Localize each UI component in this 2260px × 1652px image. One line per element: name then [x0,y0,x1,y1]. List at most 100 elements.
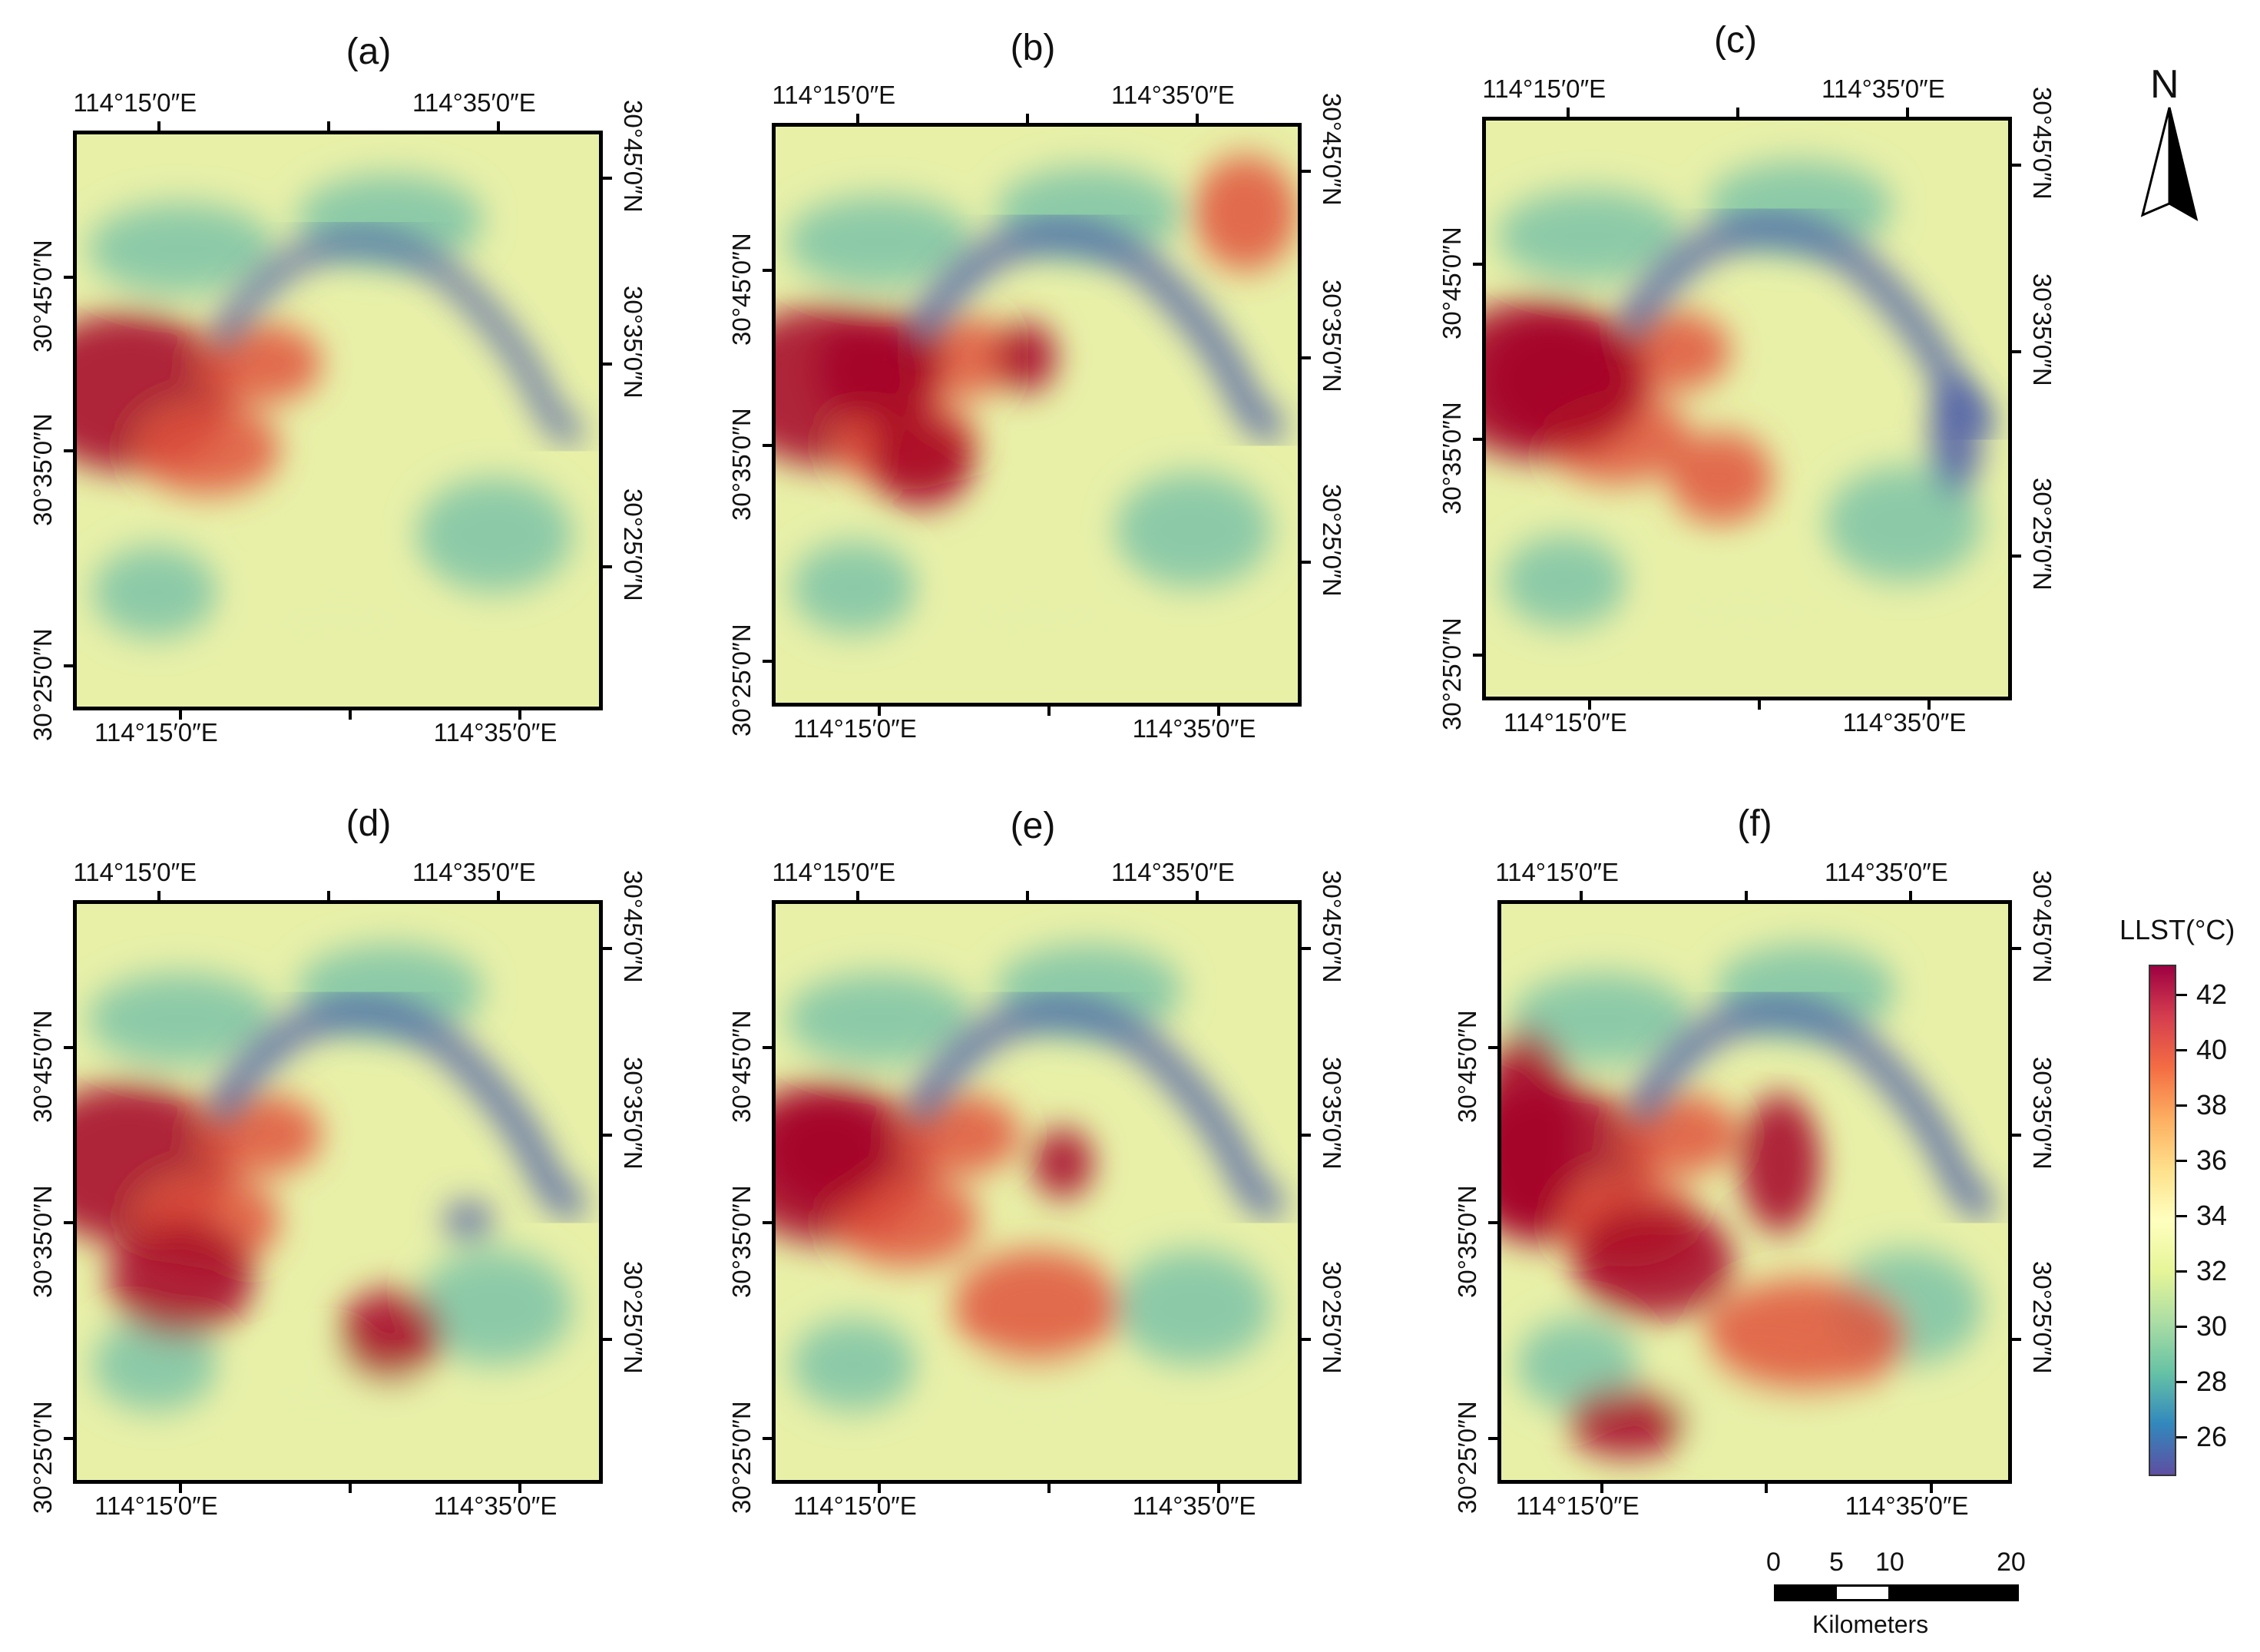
lon-label-bottom-1: 114°15′0″E [94,1491,218,1520]
lat-label-left-1: 30°45′0″N [28,1010,57,1123]
tick-right-2 [1302,1338,1311,1341]
lat-label-right-2: 30°35′0″N [619,1057,647,1170]
heat-patch-cool [1496,190,1685,282]
river-channel [212,230,584,444]
legend-tick-mark [2176,1160,2187,1162]
tick-right-0 [1302,169,1311,173]
heat-patch-cool [1115,1250,1272,1365]
lon-label-bottom-1: 114°15′0″E [793,1491,917,1520]
heat-patch-warm [953,1250,1120,1365]
heat-patch-cool [416,478,573,592]
llst-map-f [1497,900,2012,1484]
river-channel [1630,997,1996,1218]
llst-raster-b [776,127,1298,703]
lon-label-top-2: 114°35′0″E [1822,74,1945,103]
heat-patch-hot [1031,1128,1094,1198]
heat-patch-cool [1516,1319,1639,1411]
scale-bar: 0 5 10 20 Kilometers [1766,1548,2043,1647]
lat-label-right-3: 30°25′0″N [619,1261,647,1374]
lat-label-left-3: 30°25′0″N [727,1401,756,1515]
lon-label-bottom-1: 114°15′0″E [94,718,218,747]
llst-map-e [772,900,1302,1484]
legend-tick-36: 36 [2196,1144,2228,1176]
panel-label-d: (d) [346,803,392,844]
heat-patch-warm [1704,1278,1907,1394]
north-arrow: N [2127,61,2212,223]
legend-tick-32: 32 [2196,1255,2228,1286]
tick-left-0 [1488,1046,1497,1049]
lat-label-right-1: 30°45′0″N [2028,869,2057,983]
tick-bottom-0 [1588,700,1591,710]
river-channel [908,997,1285,1218]
heat-patch-hot [1572,1203,1735,1319]
heat-patch-cool [92,546,218,638]
lon-label-top-2: 114°35′0″E [1111,858,1235,886]
legend-tick-28: 28 [2196,1366,2228,1397]
tick-left-1 [763,444,772,447]
lon-label-top-1: 114°15′0″E [73,88,197,117]
heat-patch-hot [1567,1388,1689,1457]
heat-patch-hot [994,323,1058,392]
tick-left-1 [763,1221,772,1224]
lon-label-bottom-1: 114°15′0″E [1516,1491,1640,1520]
tick-right-1 [1302,356,1311,359]
tick-right-1 [2012,350,2021,353]
llst-map-b [772,123,1302,707]
tick-left-2 [1473,654,1482,657]
legend-tick-mark [2176,1381,2187,1383]
legend-tick-26: 26 [2196,1421,2228,1452]
heat-patch-hot [869,415,974,507]
lat-label-left-3: 30°25′0″N [28,1401,57,1515]
tick-left-0 [763,1046,772,1049]
legend-tick-42: 42 [2196,978,2228,1010]
tick-top-2 [1909,891,1912,900]
legend-tick-mark [2176,1436,2187,1438]
tick-right-0 [603,177,612,180]
tick-top-0 [1580,891,1583,900]
lon-label-bottom-2: 114°35′0″E [1132,714,1256,743]
tick-top-2 [497,121,500,131]
lat-label-right-2: 30°35′0″N [2028,273,2057,386]
heat-patch-hot [1739,1094,1821,1233]
lon-label-top-2: 114°35′0″E [1825,858,1948,886]
tick-bottom-0 [878,707,881,716]
tick-bottom-2 [1216,707,1220,716]
heat-patch-cool [791,1319,917,1411]
llst-raster-d [77,904,599,1480]
lon-label-bottom-1: 114°15′0″E [793,714,917,743]
lat-label-right-3: 30°25′0″N [1318,484,1346,597]
river-channel [1619,214,1995,435]
tick-right-2 [1302,561,1311,564]
tick-top-0 [856,114,860,123]
lat-label-right-1: 30°45′0″N [2028,86,2057,200]
llst-raster-a [77,134,599,707]
lon-label-bottom-2: 114°35′0″E [1132,1491,1256,1520]
tick-top-0 [1567,108,1570,117]
legend-tick-38: 38 [2196,1089,2228,1121]
river-channel [210,997,586,1218]
scale-tick-20: 20 [1997,1548,2026,1577]
heat-patch-cool [1511,973,1694,1065]
lat-label-right-2: 30°35′0″N [1318,280,1346,392]
llst-map-c [1482,117,2012,700]
heat-patch-hot [338,1289,442,1382]
tick-top-1 [327,121,331,131]
tick-bottom-2 [518,1484,521,1493]
legend-tick-mark [2176,1215,2187,1217]
lon-label-bottom-2: 114°35′0″E [433,1491,558,1520]
tick-left-1 [1473,438,1482,441]
lon-label-top-1: 114°15′0″E [73,858,197,886]
heat-patch-neutral [942,570,1131,663]
tick-bottom-1 [348,710,352,720]
tick-bottom-0 [179,710,182,720]
tick-bottom-2 [518,710,521,720]
tick-bottom-1 [1047,707,1051,716]
legend-color-ramp [2149,965,2176,1476]
tick-top-1 [327,891,331,900]
lat-label-right-1: 30°45′0″N [1318,869,1346,983]
tick-top-1 [1026,891,1030,900]
heat-patch-neutral [1653,564,1841,657]
legend-tick-30: 30 [2196,1310,2228,1342]
tick-top-0 [856,891,860,900]
tick-left-0 [64,1046,73,1049]
